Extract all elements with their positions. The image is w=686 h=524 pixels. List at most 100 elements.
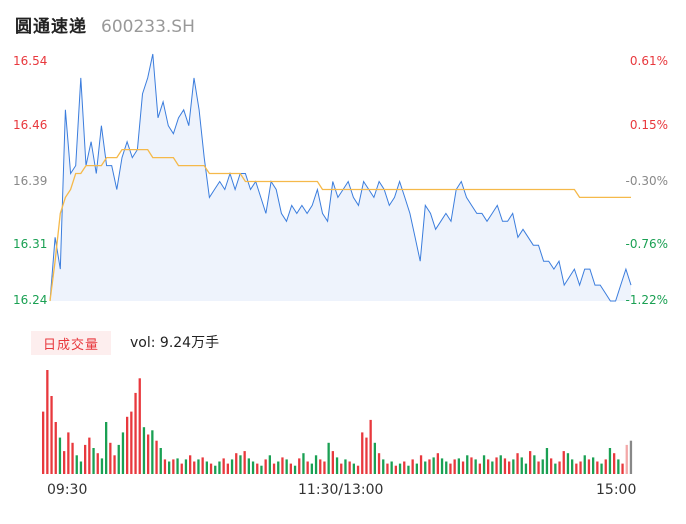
volume-bar: [75, 455, 78, 474]
volume-bar: [445, 461, 448, 474]
volume-bar: [50, 396, 53, 474]
volume-bar: [58, 437, 62, 474]
volume-bar: [285, 459, 288, 474]
volume-bar: [142, 427, 146, 474]
volume-bar: [92, 448, 95, 474]
volume-bar: [592, 457, 595, 474]
volume-bar: [583, 455, 586, 474]
volume-bar: [209, 463, 213, 474]
volume-bar: [193, 461, 196, 474]
volume-bar: [461, 461, 465, 474]
volume-bar: [180, 463, 183, 474]
volume-bar: [394, 465, 397, 474]
volume-bar: [625, 444, 628, 474]
volume-bar: [134, 392, 137, 474]
volume-bar: [428, 459, 431, 474]
volume-bar: [520, 457, 523, 474]
volume-bar: [407, 465, 410, 474]
volume-bar: [474, 459, 477, 474]
volume-bar: [537, 461, 540, 474]
percent-tick-label: -1.22%: [625, 293, 668, 307]
volume-bar: [197, 459, 200, 474]
volume-bar: [466, 455, 469, 474]
volume-bar: [168, 461, 171, 474]
volume-bar: [46, 370, 49, 474]
volume-bar: [230, 459, 234, 474]
volume-bar: [247, 458, 250, 474]
volume-bar: [201, 457, 204, 474]
volume-bar: [222, 458, 225, 474]
percent-tick-label: 0.15%: [629, 117, 668, 132]
volume-bar: [415, 463, 418, 474]
time-label-close: 15:00: [596, 482, 637, 498]
volume-title[interactable]: 日成交量: [31, 331, 111, 355]
volume-bar: [239, 455, 242, 474]
volume-bar: [621, 463, 624, 474]
volume-bar: [575, 463, 578, 474]
volume-bar: [126, 416, 129, 474]
volume-bar: [226, 463, 229, 474]
volume-bar: [147, 434, 150, 474]
time-label-open: 09:30: [47, 482, 88, 498]
volume-bar: [449, 463, 452, 474]
volume-bar: [121, 432, 125, 474]
volume-bar: [629, 440, 633, 474]
volume-bar: [100, 458, 104, 474]
volume-bar: [176, 458, 179, 474]
volume-bar: [327, 442, 330, 474]
volume-bar: [432, 457, 435, 474]
volume-bar: [306, 461, 309, 474]
volume-bar: [499, 455, 502, 474]
volume-bar: [289, 463, 292, 474]
volume-bar: [604, 459, 607, 474]
volume-bar: [113, 455, 116, 474]
volume-bar: [457, 458, 460, 474]
volume-bar: [487, 459, 490, 474]
time-label-midday: 11:30/13:00: [298, 482, 384, 498]
price-tick-label: 16.46: [13, 117, 48, 132]
volume-bar: [293, 465, 297, 474]
volume-bar: [184, 459, 188, 474]
volume-bar: [524, 463, 528, 474]
volume-bar: [105, 422, 108, 474]
volume-bar: [256, 463, 259, 474]
volume-bar: [159, 448, 162, 474]
volume-bar: [352, 463, 355, 474]
price-tick-label: 16.31: [13, 237, 48, 252]
stock-header: 圆通速递 600233.SH: [15, 12, 195, 40]
volume-bar: [331, 451, 334, 474]
volume-bar: [323, 461, 326, 474]
volume-bar: [424, 461, 427, 474]
volume-bar: [79, 461, 83, 474]
volume-bar: [495, 457, 498, 474]
stock-code: 600233.SH: [101, 17, 195, 37]
volume-bar: [608, 448, 612, 474]
volume-bar: [235, 453, 238, 474]
volume-bar: [84, 444, 87, 474]
volume-bar: [277, 461, 280, 474]
volume-bar: [398, 463, 402, 474]
volume-bar: [516, 453, 519, 474]
volume-bar: [260, 465, 263, 474]
volume-bar: [529, 451, 532, 474]
volume-bar: [508, 461, 511, 474]
volume-readout: vol: 9.24万手: [130, 335, 220, 351]
volume-bar: [310, 463, 313, 474]
stock-name: 圆通速递: [15, 17, 87, 37]
volume-bar: [281, 457, 284, 474]
price-tick-label: 16.24: [13, 293, 48, 307]
volume-bar: [554, 463, 557, 474]
volume-bar: [571, 459, 574, 474]
volume-bar: [377, 453, 381, 474]
volume-bar: [386, 463, 389, 474]
volume-bar: [63, 451, 66, 474]
volume-bar: [470, 457, 473, 474]
volume-bar: [205, 461, 208, 474]
volume-bar: [344, 459, 347, 474]
volume-bar: [155, 440, 158, 474]
volume-bar: [491, 461, 494, 474]
volume-bar: [403, 461, 406, 474]
volume-bar: [88, 437, 91, 474]
volume-bar: [214, 465, 217, 474]
